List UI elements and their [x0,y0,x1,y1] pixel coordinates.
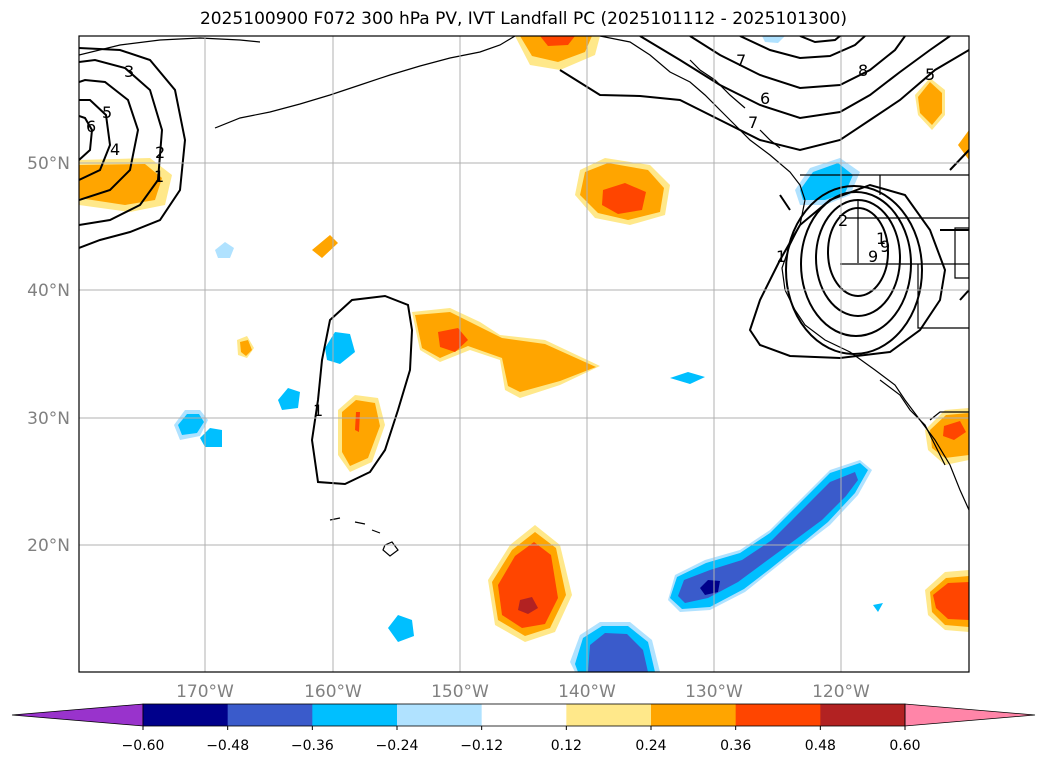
lon-label: 170°W [176,682,234,702]
anomaly-positive-southeast [925,570,969,632]
contour-label: 3 [124,62,134,81]
colorbar-segment [820,704,906,726]
contour-label: 5 [102,103,112,122]
pv-contour-labels: 1 2 3 4 5 6 7 8 9 5 6 7 2 1 9 1 1 [86,51,935,420]
colorbar [11,703,1036,727]
lat-label: 30°N [27,409,70,429]
contour-label: 6 [760,89,770,108]
anomaly-positive-small-1 [312,235,338,258]
contour-label: 1 [313,401,323,420]
contour-label: 6 [86,117,96,136]
colorbar-frame [142,703,906,727]
colorbar-tick-label: −0.36 [291,738,334,754]
anomaly-positive-center-north [575,158,670,225]
anomaly-positive-nw [79,158,172,212]
anomaly-positive-small-3 [240,340,252,356]
anomaly-negative-small-8 [670,372,705,384]
colorbar-segment [397,704,483,726]
colorbar-tick-label: 0.60 [889,738,920,754]
anomaly-negative-small-7 [388,615,414,642]
contour-label: 1 [876,229,886,248]
anomaly-negative-small-9 [762,36,785,43]
contour-label: 5 [925,65,935,84]
colorbar-tick-label: −0.24 [376,738,419,754]
colorbar-tick-label: 0.24 [635,738,666,754]
contour-label: 1 [154,167,164,186]
anomaly-positive-top [515,36,600,70]
anomaly-negative-south [570,622,660,672]
contour-label: 9 [868,247,878,266]
colorbar-extend-max [904,703,1036,727]
lon-label: 160°W [304,682,362,702]
colorbar-segment [651,704,737,726]
colorbar-segment [143,704,229,726]
lat-label: 40°N [27,281,70,301]
anomaly-positive-northeast [915,78,969,160]
contour-label: 8 [858,61,868,80]
anomaly-negative-band [668,460,872,612]
colorbar-tick-label: 0.12 [551,738,582,754]
anomaly-negative-small-6 [215,242,234,258]
colorbar-segment [312,704,398,726]
plot-frame [78,35,970,673]
lat-label: 50°N [27,154,70,174]
contour-label: 2 [838,211,848,230]
lat-label: 20°N [27,536,70,556]
anomaly-negative-small-3 [178,414,204,435]
contour-label: 7 [748,113,758,132]
colorbar-tick-label: 0.36 [720,738,751,754]
contour-label: 4 [110,140,120,159]
colorbar-segment [481,704,567,726]
anomaly-negative-small-5 [278,388,300,410]
colorbar-labels: −0.60 −0.48 −0.36 −0.24 −0.12 0.12 0.24 0.36 0.4… [122,726,921,754]
anomaly-positive-baja [925,408,969,465]
latitude-labels: 20°N 30°N 40°N 50°N [27,154,70,556]
contour-label: 1 [776,247,786,266]
colorbar-segment [566,704,652,726]
lon-label: 140°W [558,682,616,702]
colorbar-tick-label: −0.48 [206,738,249,754]
longitude-labels: 170°W 160°W 150°W 140°W 130°W 120°W [176,682,870,702]
colorbar-tick-label: 0.48 [805,738,836,754]
anomaly-positive-south [488,525,572,642]
anomaly-negative-small-10 [873,603,883,612]
colorbar-segment [227,704,313,726]
lon-label: 120°W [812,682,870,702]
pv-contours [79,36,969,486]
colorbar-tick-label: −0.12 [460,738,503,754]
lon-label: 150°W [431,682,489,702]
anomaly-positive-hawaii-north [338,395,385,472]
contour-label: 9 [880,237,890,256]
colorbar-tick-label: −0.60 [122,738,165,754]
lon-label: 130°W [685,682,743,702]
colorbar-extend-min [11,703,144,727]
contour-label: 2 [155,143,165,162]
map-title: 2025100900 F072 300 hPa PV, IVT Landfall… [199,9,847,29]
colorbar-segment [735,704,821,726]
gridlines [79,36,969,672]
contour-label: 7 [736,51,746,70]
